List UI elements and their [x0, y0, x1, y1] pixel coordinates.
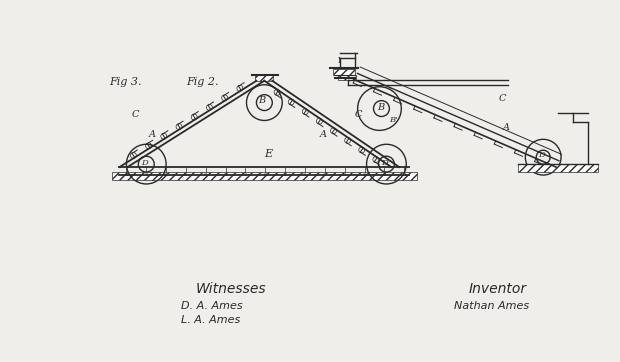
- Text: Nathan Ames: Nathan Ames: [454, 301, 529, 311]
- Text: C: C: [131, 110, 139, 119]
- Bar: [518, 164, 598, 172]
- Bar: [333, 69, 355, 75]
- Text: E: E: [264, 149, 272, 159]
- Text: a: a: [264, 172, 267, 177]
- Text: Inventor: Inventor: [469, 282, 527, 296]
- Bar: [255, 75, 273, 81]
- Text: Fig 2.: Fig 2.: [186, 77, 218, 87]
- Bar: [338, 75, 356, 80]
- Text: C: C: [498, 94, 506, 102]
- Text: a: a: [303, 172, 306, 177]
- Text: D. A. Ames: D. A. Ames: [181, 301, 242, 311]
- Text: C: C: [355, 110, 362, 119]
- Text: D: D: [141, 159, 148, 167]
- Text: Witnesses: Witnesses: [196, 282, 267, 296]
- Text: a: a: [164, 172, 167, 177]
- Text: 1: 1: [337, 57, 342, 65]
- Text: A: A: [503, 123, 510, 132]
- Text: Fig 3.: Fig 3.: [110, 77, 142, 87]
- Text: a: a: [343, 172, 346, 177]
- Text: A: A: [149, 130, 156, 139]
- Text: a: a: [125, 172, 128, 177]
- Text: B: B: [378, 102, 384, 111]
- Text: A: A: [320, 130, 327, 139]
- Text: a: a: [283, 172, 286, 177]
- Text: a: a: [204, 172, 207, 177]
- Text: D: D: [538, 151, 545, 159]
- Text: a: a: [144, 172, 148, 177]
- Text: a: a: [402, 172, 405, 177]
- Bar: [112, 172, 417, 180]
- Text: a: a: [383, 172, 386, 177]
- Text: a: a: [224, 172, 227, 177]
- Text: B: B: [259, 96, 265, 105]
- Text: a: a: [184, 172, 187, 177]
- Text: B': B': [389, 117, 398, 125]
- Text: D: D: [381, 159, 388, 167]
- Text: a: a: [244, 172, 247, 177]
- Text: a: a: [323, 172, 326, 177]
- Text: a: a: [363, 172, 366, 177]
- Text: L. A. Ames: L. A. Ames: [181, 315, 240, 325]
